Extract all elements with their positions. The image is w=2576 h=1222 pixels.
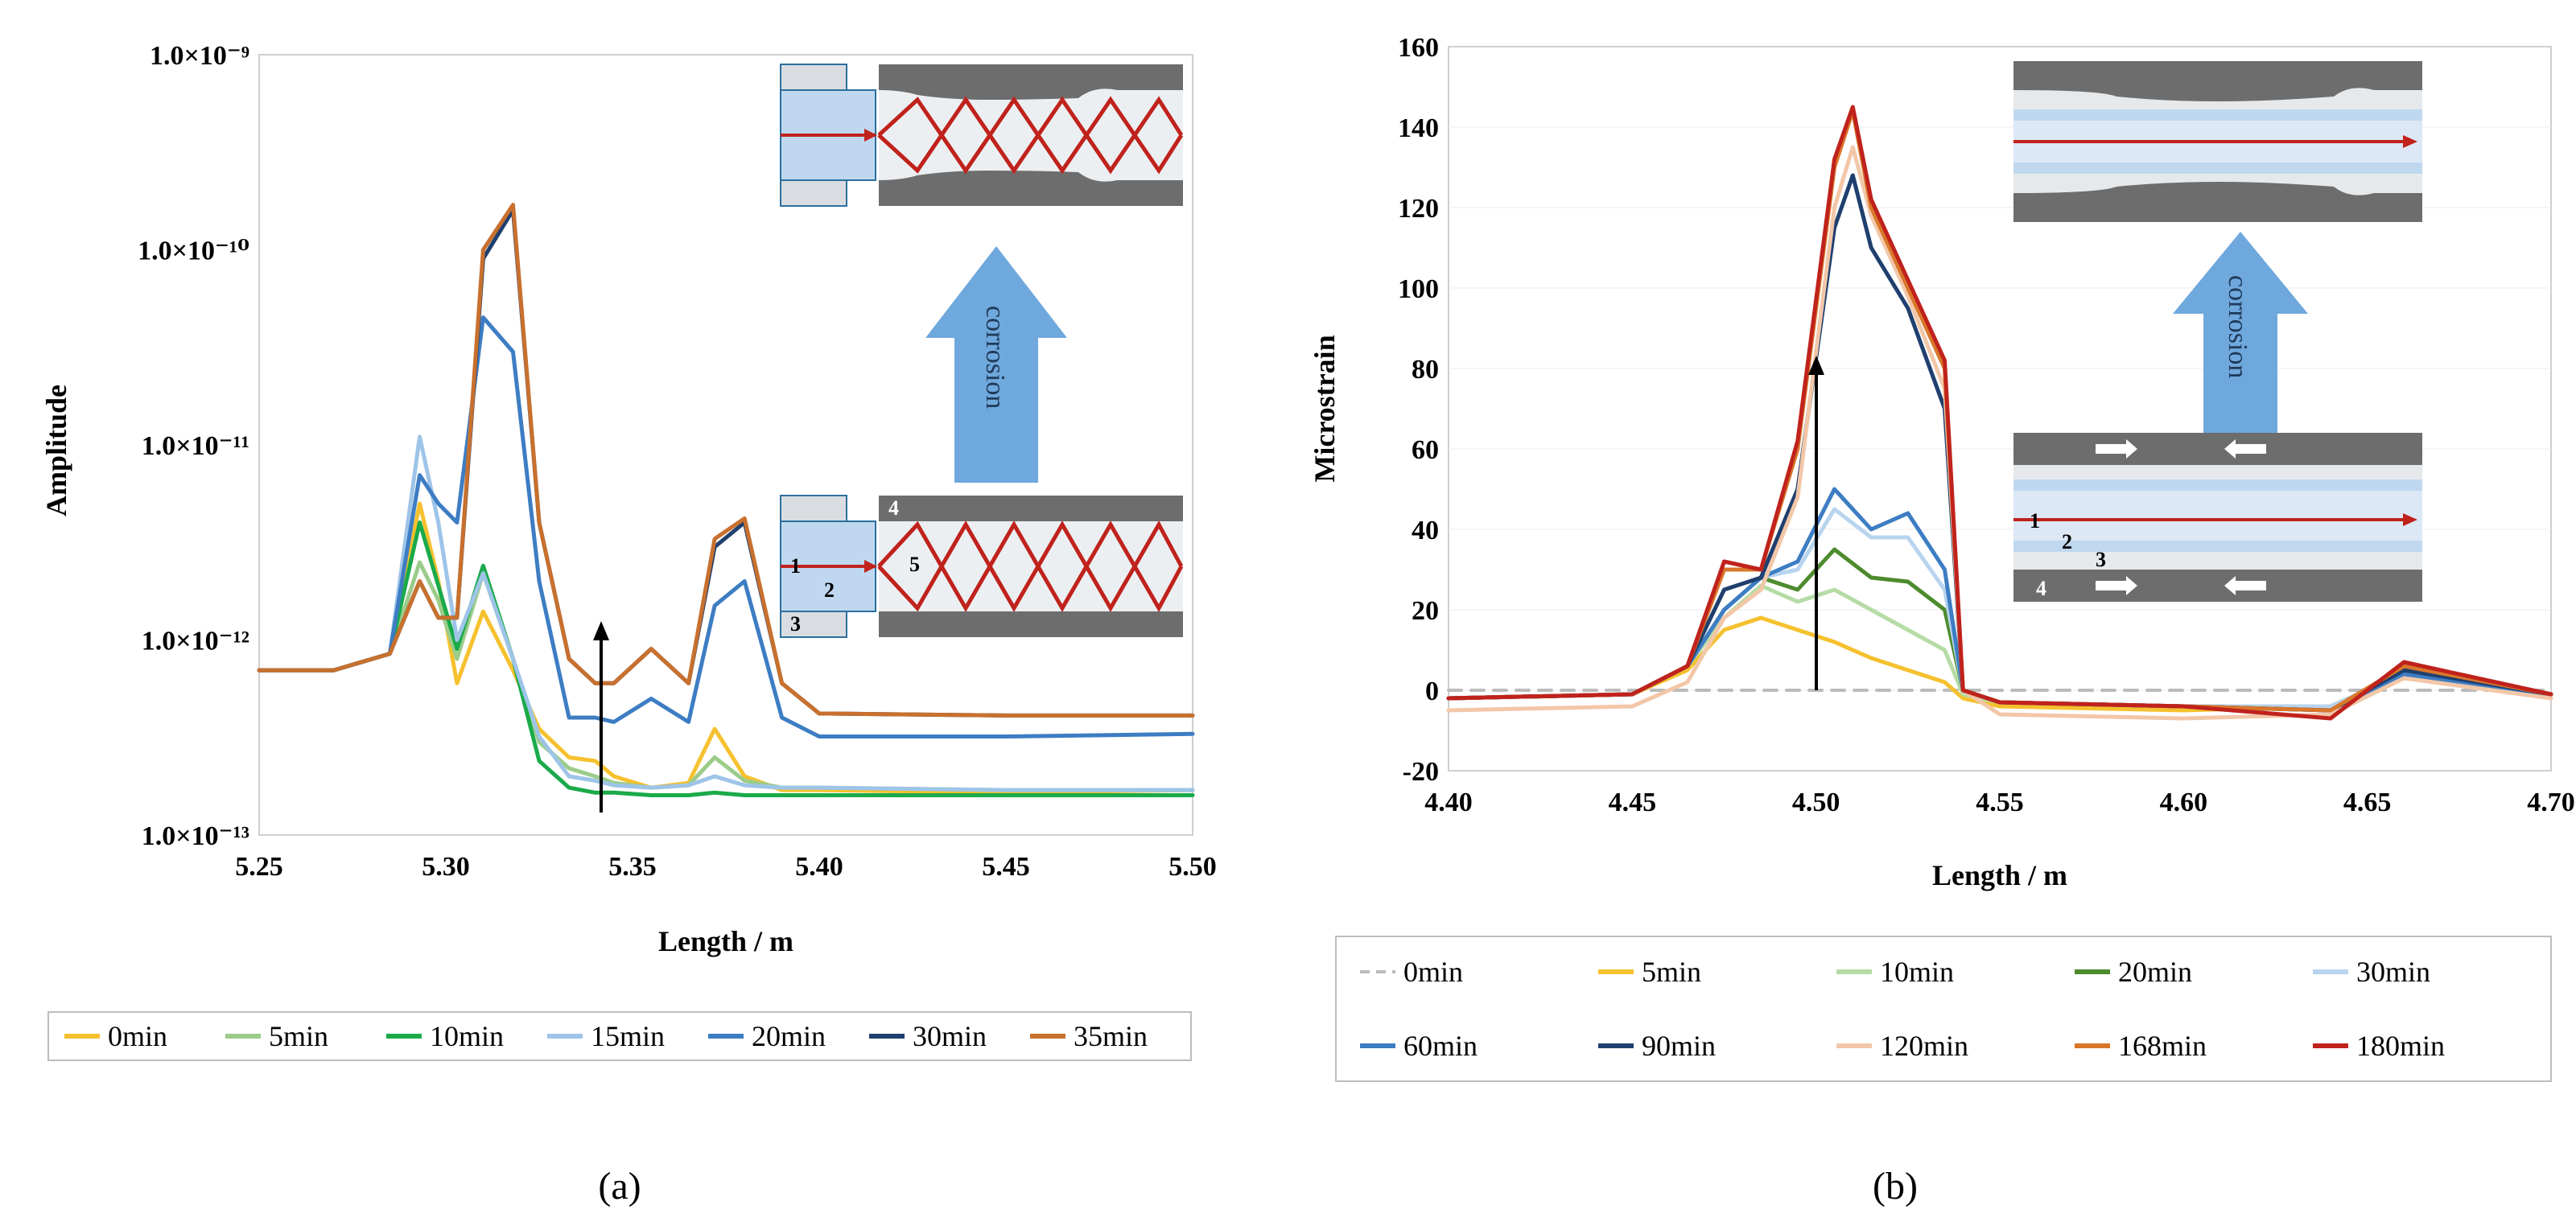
a-series-line-30min — [257, 208, 1195, 718]
b-legend-label: 180min — [2356, 1030, 2445, 1062]
a-y-tick-label: 1.0×10⁻¹³ — [142, 821, 249, 851]
chart-a-legend: 0min 5min 10min 15min 20min 30min 35min — [64, 1020, 1148, 1052]
b-legend-label: 20min — [2118, 956, 2192, 988]
a-legend-label: 35min — [1074, 1020, 1148, 1052]
chart-b-legend-box — [1335, 936, 2552, 1082]
chart-a-inset-corroded — [780, 64, 1184, 207]
chart-a-plot-frame — [258, 54, 1193, 836]
chart-b-x-axis-title: Length / m — [1932, 859, 2067, 891]
a-series-line-35min — [257, 203, 1195, 718]
a-legend-label: 10min — [430, 1020, 504, 1052]
chart-a-y-axis-title: Amplitude — [40, 385, 72, 516]
b-y-tick-label: 160 — [1398, 33, 1439, 63]
b-legend-label: 90min — [1642, 1030, 1716, 1062]
b-legend-label: 0min — [1403, 956, 1463, 988]
chart-b-series — [1446, 105, 2553, 721]
b-y-tick-label: 120 — [1398, 194, 1439, 224]
b-x-tick-label: 4.40 — [1424, 788, 1473, 817]
chart-b: -20 0 20 40 60 80 100 120 140 160 4.40 4.45 4.50 4.5… — [1309, 33, 2575, 1208]
b-x-tick-label: 4.50 — [1792, 788, 1840, 817]
a-y-tick-label: 1.0×10⁻¹² — [142, 627, 249, 656]
b-series-line-180min — [1446, 105, 2553, 721]
chart-b-trend-arrowhead — [1808, 356, 1824, 375]
a-x-tick-label: 5.35 — [608, 852, 657, 882]
a-y-tick-label: 1.0×10⁻⁹ — [150, 41, 249, 71]
b-x-tick-label: 4.55 — [1976, 788, 2024, 817]
chart-a-inset-num-4: 4 — [888, 496, 899, 520]
chart-b-inset-corroded — [2013, 61, 2422, 222]
b-y-tick-label: 40 — [1412, 516, 1439, 545]
chart-b-legend: 0min 5min 10min 20min 30min 60min 90min 120min 1… — [1360, 956, 2445, 1062]
b-legend-label: 30min — [2356, 956, 2430, 988]
chart-a-caption: (a) — [598, 1165, 641, 1208]
a-series-line-15min — [257, 434, 1195, 792]
a-legend-label: 20min — [752, 1020, 826, 1052]
a-legend-label: 30min — [913, 1020, 987, 1052]
chart-b-corrosion-label: corrosion — [2223, 275, 2252, 378]
chart-a-x-ticks: 5.25 5.30 5.35 5.40 5.45 5.50 — [235, 852, 1217, 882]
b-x-tick-label: 4.70 — [2527, 788, 2575, 817]
a-x-tick-label: 5.30 — [422, 852, 470, 882]
a-legend-label: 15min — [591, 1020, 665, 1052]
chart-a: 1.0×10⁻¹³ 1.0×10⁻¹² 1.0×10⁻¹¹ 1.0×10⁻¹⁰ 1.0×… — [40, 41, 1217, 1208]
a-x-tick-label: 5.45 — [982, 852, 1030, 882]
chart-a-inset-num-5: 5 — [909, 553, 920, 576]
a-x-tick-label: 5.25 — [235, 852, 283, 882]
chart-a-x-axis-title: Length / m — [658, 925, 793, 957]
chart-a-inset-num-1: 1 — [790, 554, 801, 578]
b-x-tick-label: 4.60 — [2160, 788, 2208, 817]
chart-b-caption: (b) — [1873, 1165, 1918, 1208]
chart-b-inset-pristine: 1 2 3 4 — [2013, 433, 2422, 602]
a-series-line-20min — [257, 315, 1195, 739]
chart-b-corrosion-arrow: corrosion — [2173, 232, 2308, 459]
chart-a-corrosion-label: corrosion — [980, 306, 1010, 409]
chart-a-series — [257, 203, 1195, 797]
a-series-line-10min — [257, 520, 1195, 797]
b-legend-label: 120min — [1880, 1030, 1968, 1062]
chart-a-corrosion-arrow: corrosion — [925, 246, 1067, 483]
b-legend-label: 10min — [1880, 956, 1954, 988]
chart-a-inset-num-3: 3 — [790, 612, 801, 636]
chart-a-inset-pristine: 1 2 3 4 5 — [780, 495, 1184, 638]
b-y-tick-label: 140 — [1398, 113, 1439, 143]
b-y-tick-label: 80 — [1412, 355, 1439, 385]
b-legend-label: 60min — [1403, 1030, 1478, 1062]
b-y-tick-label: 20 — [1412, 596, 1439, 626]
b-x-tick-label: 4.45 — [1609, 788, 1657, 817]
chart-b-inset-num-2: 2 — [2062, 530, 2072, 553]
a-x-tick-label: 5.40 — [795, 852, 843, 882]
b-y-tick-label: 100 — [1398, 274, 1439, 304]
chart-b-inset-num-1: 1 — [2030, 509, 2040, 533]
chart-b-y-ticks: -20 0 20 40 60 80 100 120 140 160 — [1398, 33, 1439, 787]
chart-a-trend-arrowhead — [593, 621, 609, 640]
b-y-tick-label: 60 — [1412, 435, 1439, 465]
chart-b-inset-num-3: 3 — [2096, 548, 2106, 571]
a-legend-label: 5min — [269, 1020, 328, 1052]
b-series-line-120min — [1446, 145, 2553, 721]
b-legend-label: 168min — [2118, 1030, 2207, 1062]
b-y-tick-label: -20 — [1403, 757, 1439, 787]
chart-b-x-ticks: 4.40 4.45 4.50 4.55 4.60 4.65 4.70 — [1424, 788, 2575, 817]
chart-a-y-ticks: 1.0×10⁻¹³ 1.0×10⁻¹² 1.0×10⁻¹¹ 1.0×10⁻¹⁰ 1.0×… — [138, 41, 249, 851]
a-x-tick-label: 5.50 — [1168, 852, 1217, 882]
chart-b-y-axis-title: Microstrain — [1309, 335, 1341, 482]
a-y-tick-label: 1.0×10⁻¹⁰ — [138, 237, 249, 266]
b-legend-label: 5min — [1642, 956, 1701, 988]
chart-a-inset-num-2: 2 — [824, 578, 835, 602]
b-x-tick-label: 4.65 — [2343, 788, 2392, 817]
a-legend-label: 0min — [108, 1020, 167, 1052]
b-y-tick-label: 0 — [1425, 677, 1439, 706]
chart-b-inset-num-4: 4 — [2036, 577, 2046, 600]
chart-b-plot-frame — [1448, 46, 2552, 771]
a-y-tick-label: 1.0×10⁻¹¹ — [142, 431, 249, 461]
